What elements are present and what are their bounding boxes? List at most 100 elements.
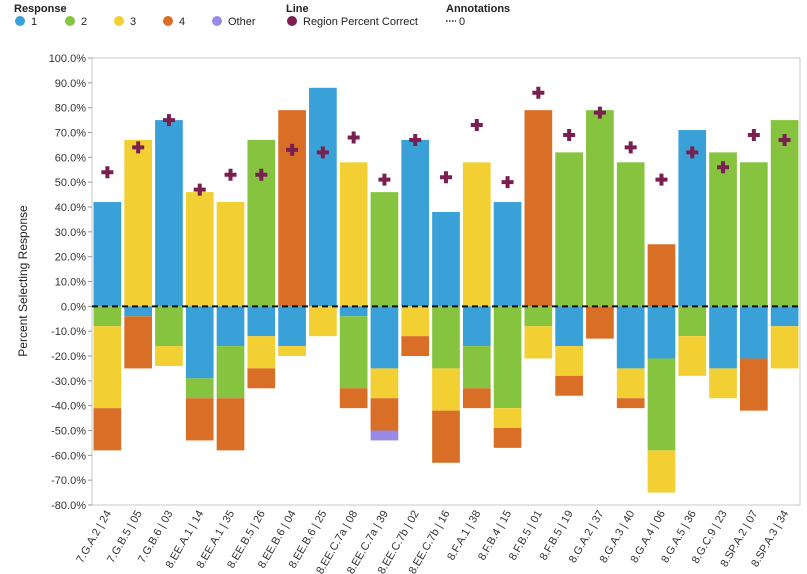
region-percent-correct-markers (101, 86, 791, 196)
bar-correct-2 (770, 120, 799, 307)
bar-correct-1 (93, 202, 122, 307)
y-tick-label: 100.0% (49, 53, 87, 65)
bar-distractor-3 (401, 306, 430, 337)
bar-distractor-2 (432, 306, 460, 369)
y-tick-label: -40.0% (51, 401, 86, 413)
region-percent-correct-marker (563, 128, 576, 141)
region-percent-correct-marker (501, 176, 514, 189)
legend-label-annotation-0: 0 (459, 16, 465, 28)
bar-distractor-2 (524, 306, 553, 327)
legend-item-annotation-0: 0 (446, 16, 465, 28)
bar-distractor-3 (678, 336, 707, 376)
region-percent-correct-marker (593, 106, 606, 119)
legend-swatch-3 (114, 16, 124, 26)
y-tick-label: 80.0% (55, 103, 86, 115)
bar-distractor-2 (678, 306, 707, 337)
bar-correct-3 (462, 162, 491, 307)
legend-item-4: 4 (163, 16, 185, 28)
region-percent-correct-marker (162, 114, 175, 127)
bar-distractor-3 (155, 346, 183, 366)
y-tick-label: 40.0% (55, 202, 86, 214)
legend-line-title: Line (286, 3, 309, 15)
legend: Response 1 2 3 4 Other Line Region Perce… (14, 3, 510, 28)
bar-distractor-4 (370, 398, 399, 431)
legend-label-2: 2 (81, 16, 87, 28)
bar-correct-4 (278, 110, 306, 307)
bar-distractor-2 (462, 346, 491, 389)
bar-distractor-1 (616, 306, 645, 369)
region-percent-correct-marker (532, 86, 545, 99)
bar-distractor-3 (247, 336, 276, 369)
legend-response-title: Response (14, 3, 67, 15)
legend-label-3: 3 (130, 16, 136, 28)
y-tick-label: -10.0% (51, 326, 86, 338)
bar-correct-2 (370, 192, 399, 307)
bar-distractor-1 (278, 306, 306, 347)
legend-item-region-percent-correct: Region Percent Correct (287, 16, 418, 28)
bar-distractor-4 (462, 388, 491, 409)
legend-item-1: 1 (15, 16, 37, 28)
y-tick-label: 30.0% (55, 227, 86, 239)
bar-correct-2 (616, 162, 645, 307)
bar-distractor-2 (339, 316, 368, 389)
bar-distractor-4 (216, 398, 245, 451)
y-tick-label: -80.0% (51, 500, 86, 512)
bar-correct-2 (709, 152, 737, 307)
bar-distractor-1 (709, 306, 737, 369)
bar-correct-2 (739, 162, 768, 307)
y-tick-label: -30.0% (51, 376, 86, 388)
bar-distractor-1 (216, 306, 245, 347)
x-axis-ticks: 7.G.A.2 | 247.G.B.5 | 057.G.B.6 | 038.EE… (74, 508, 791, 574)
y-tick-label: 20.0% (55, 252, 86, 264)
region-percent-correct-marker (409, 133, 422, 146)
y-tick-label: -50.0% (51, 426, 86, 438)
bar-distractor-3 (309, 306, 337, 337)
region-percent-correct-marker (624, 141, 637, 154)
region-percent-correct-marker (224, 168, 237, 181)
bar-distractor-1 (739, 306, 768, 359)
bar-distractor-1 (770, 306, 799, 327)
legend-item-other: Other (212, 16, 256, 28)
legend-label-other: Other (228, 16, 256, 28)
bar-distractor-2 (93, 306, 122, 327)
bar-correct-3 (124, 139, 153, 307)
region-percent-correct-marker (193, 183, 206, 196)
region-percent-correct-marker (470, 119, 483, 132)
region-percent-correct-marker (778, 133, 791, 146)
bar-distractor-2 (493, 306, 522, 409)
y-axis-title: Percent Selecting Response (16, 205, 30, 357)
y-tick-label: -60.0% (51, 450, 86, 462)
bar-distractor-4 (555, 375, 583, 396)
legend-label-region-percent-correct: Region Percent Correct (303, 16, 418, 28)
bar-distractor-4 (739, 358, 768, 411)
bar-distractor-3 (770, 326, 799, 369)
bar-distractor-3 (370, 368, 399, 399)
region-percent-correct-marker (440, 171, 452, 184)
bar-distractor-1 (462, 306, 491, 347)
bar-distractor-1 (247, 306, 276, 337)
y-tick-label: 10.0% (55, 277, 86, 289)
bar-distractor-3 (524, 326, 553, 359)
bar-distractor-3 (278, 346, 306, 356)
bar-correct-3 (185, 192, 214, 307)
bar-distractor-3 (647, 450, 676, 493)
bar-correct-4 (524, 110, 553, 307)
bar-distractor-2 (647, 358, 676, 451)
bar-correct-1 (432, 211, 460, 307)
bar-distractor-2 (216, 346, 245, 399)
y-tick-label: 50.0% (55, 177, 86, 189)
bar-distractor-4 (586, 306, 614, 339)
region-percent-correct-marker (347, 131, 360, 144)
y-axis-ticks: 100.0% 90.0% 80.0% 70.0% 60.0% 50.0% 40.0% 30.0… (49, 53, 92, 512)
region-percent-correct-marker (132, 141, 145, 154)
bar-correct-2 (586, 110, 614, 307)
region-percent-correct-marker (316, 146, 329, 159)
y-tick-label: -20.0% (51, 351, 86, 363)
bar-distractor-4 (339, 388, 368, 409)
bar-distractor-3 (432, 368, 460, 411)
bar-distractor-1 (370, 306, 399, 369)
legend-label-4: 4 (179, 16, 185, 28)
bar-correct-3 (216, 202, 245, 307)
bar-distractor-4 (616, 398, 645, 409)
bars (93, 87, 799, 493)
